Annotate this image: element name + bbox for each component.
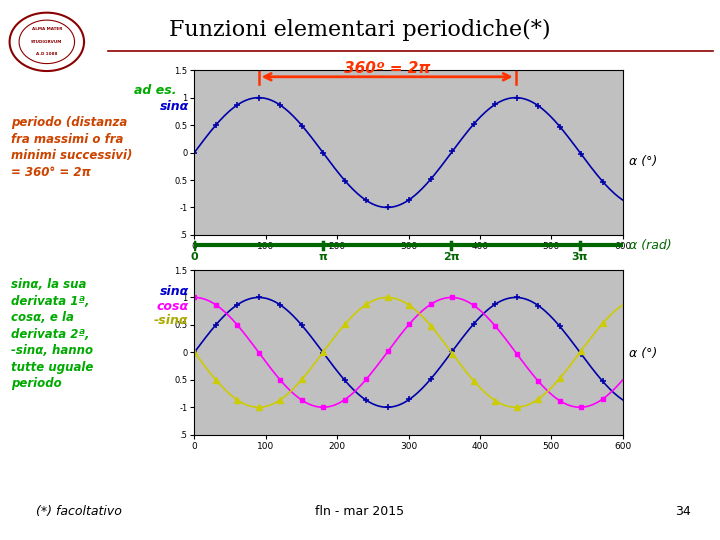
Text: sinα: sinα — [159, 100, 189, 113]
Text: 34: 34 — [675, 505, 691, 518]
Text: α (°): α (°) — [629, 347, 657, 360]
Text: α (rad): α (rad) — [629, 239, 671, 252]
Text: A.D 1088: A.D 1088 — [36, 52, 58, 56]
Text: 0: 0 — [191, 252, 198, 262]
Text: STUDIORVUM: STUDIORVUM — [31, 40, 63, 44]
Text: -sinα: -sinα — [154, 314, 189, 327]
Text: 3π: 3π — [572, 252, 588, 262]
Text: sinα, la sua
derivata 1ª,
cosα, e la
derivata 2ª,
-sinα, hanno
tutte uguale
peri: sinα, la sua derivata 1ª, cosα, e la der… — [11, 278, 93, 390]
Text: periodo (distanza
fra massimi o fra
minimi successivi)
= 360° = 2π: periodo (distanza fra massimi o fra mini… — [11, 116, 132, 179]
Text: fln - mar 2015: fln - mar 2015 — [315, 505, 405, 518]
Text: sinα: sinα — [159, 285, 189, 298]
Text: 360º = 2π: 360º = 2π — [344, 60, 431, 76]
Text: ad es.: ad es. — [134, 84, 176, 97]
Text: (*) facoltativo: (*) facoltativo — [36, 505, 122, 518]
Text: π: π — [318, 252, 328, 262]
Text: α (°): α (°) — [629, 156, 657, 168]
Text: cosα: cosα — [156, 300, 189, 313]
Text: 2π: 2π — [444, 252, 459, 262]
Text: ALMA MATER: ALMA MATER — [32, 28, 62, 31]
Text: Funzioni elementari periodiche(*): Funzioni elementari periodiche(*) — [169, 19, 551, 41]
